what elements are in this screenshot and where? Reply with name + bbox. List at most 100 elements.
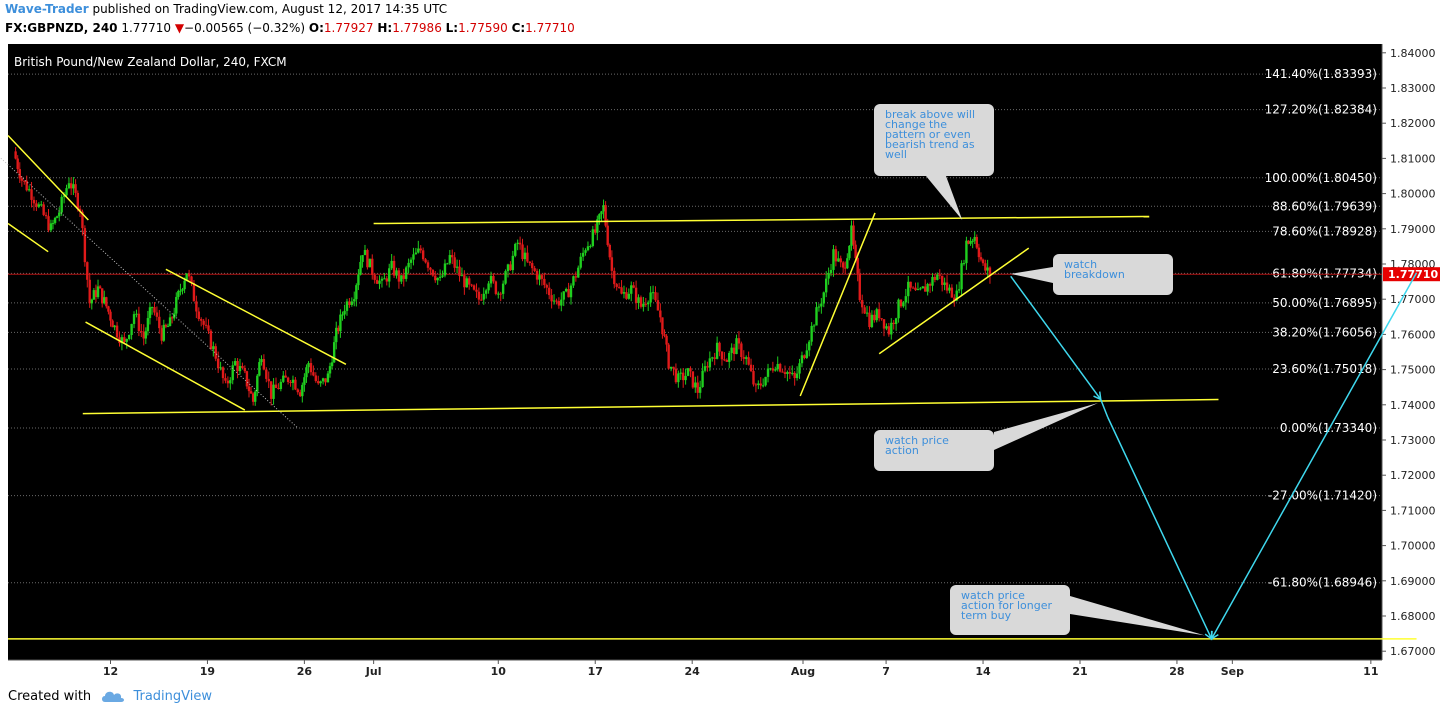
candle-body bbox=[355, 285, 358, 300]
candle-body bbox=[837, 258, 840, 262]
candle-body bbox=[357, 274, 360, 286]
candle-body bbox=[339, 314, 342, 332]
candle-body bbox=[221, 367, 225, 379]
candle-body bbox=[111, 320, 114, 328]
candle-body bbox=[907, 281, 910, 297]
publish-info: published on TradingView.com, August 12,… bbox=[92, 2, 448, 16]
candle-body bbox=[60, 196, 63, 213]
candle-body bbox=[330, 362, 334, 367]
x-tick-label: 24 bbox=[685, 665, 701, 678]
candle-body bbox=[868, 312, 871, 328]
candle-body bbox=[96, 286, 100, 298]
candle-body bbox=[691, 371, 695, 388]
candle-body bbox=[431, 269, 435, 276]
candle-body bbox=[484, 290, 488, 294]
candle-body bbox=[373, 274, 376, 280]
candle-body bbox=[552, 300, 556, 302]
candle-body bbox=[363, 250, 367, 256]
candle-body bbox=[521, 244, 524, 260]
candle-body bbox=[921, 286, 924, 289]
candle-body bbox=[477, 291, 481, 300]
candle-body bbox=[489, 275, 493, 284]
candle-body bbox=[55, 216, 59, 218]
candle-body bbox=[897, 299, 900, 319]
candle-body bbox=[262, 359, 266, 370]
candle-body bbox=[531, 263, 534, 269]
candle-body bbox=[945, 282, 949, 291]
y-tick-label: 1.68000 bbox=[1390, 610, 1436, 623]
candle-body bbox=[752, 371, 755, 385]
candle-body bbox=[550, 295, 553, 302]
price-change: −0.00565 (−0.32%) bbox=[184, 21, 306, 35]
close-value: 1.77710 bbox=[525, 21, 575, 35]
candle-body bbox=[429, 267, 432, 270]
tradingview-link[interactable]: TradingView bbox=[133, 689, 212, 704]
y-tick-label: 1.79000 bbox=[1390, 223, 1436, 236]
fib-level-label: 100.00%(1.80450) bbox=[1265, 171, 1377, 185]
callout-tail bbox=[926, 176, 963, 220]
candle-body bbox=[243, 367, 247, 372]
y-tick-label: 1.69000 bbox=[1390, 575, 1436, 588]
candle-body bbox=[219, 367, 222, 369]
candle-body bbox=[967, 240, 970, 244]
candle-body bbox=[663, 334, 666, 336]
candle-body bbox=[914, 287, 917, 291]
candle-body bbox=[749, 364, 753, 372]
candle-body bbox=[647, 302, 650, 305]
callout-break-above: break above will change the pattern or eve… bbox=[874, 104, 994, 220]
candle-body bbox=[465, 278, 468, 288]
x-tick-label: Jul bbox=[365, 665, 382, 678]
candle-body bbox=[911, 287, 915, 289]
candle-body bbox=[309, 363, 313, 373]
candle-body bbox=[328, 366, 332, 374]
candle-body bbox=[988, 267, 992, 277]
author-link[interactable]: Wave-Trader bbox=[5, 2, 89, 16]
candle-body bbox=[238, 366, 242, 372]
candle-body bbox=[296, 389, 300, 393]
candle-body bbox=[725, 360, 729, 362]
candle-body bbox=[659, 310, 662, 318]
candle-body bbox=[98, 286, 102, 289]
candle-body bbox=[506, 264, 510, 272]
candle-body bbox=[637, 297, 640, 304]
trendline-wedge-lower bbox=[85, 321, 246, 411]
time-axis bbox=[0, 660, 1440, 686]
candle-body bbox=[971, 240, 974, 242]
down-arrow-icon: ▼ bbox=[174, 21, 185, 35]
candle-body bbox=[397, 270, 401, 282]
candle-body bbox=[142, 331, 145, 339]
candle-body bbox=[528, 261, 531, 264]
y-tick-label: 1.81000 bbox=[1390, 152, 1436, 165]
y-tick-label: 1.83000 bbox=[1390, 82, 1436, 95]
candle-body bbox=[371, 258, 374, 275]
high-label: H: bbox=[377, 21, 393, 35]
footer: Created with TradingView bbox=[8, 689, 212, 704]
candle-body bbox=[385, 278, 388, 282]
candle-body bbox=[800, 355, 804, 364]
callout-box bbox=[874, 430, 994, 471]
candle-body bbox=[899, 299, 903, 307]
candle-body bbox=[669, 366, 673, 369]
candle-body bbox=[332, 342, 336, 363]
candle-body bbox=[781, 371, 784, 373]
candle-body bbox=[282, 375, 285, 382]
callout-line: change the bbox=[885, 118, 947, 131]
trendline-sharp-rally bbox=[799, 212, 876, 397]
candle-body bbox=[706, 366, 709, 368]
candle-body bbox=[854, 244, 857, 259]
symbol: FX:GBPNZD, 240 bbox=[5, 21, 118, 35]
candle-body bbox=[509, 264, 512, 271]
candle-body bbox=[848, 245, 851, 259]
candle-body bbox=[586, 246, 590, 251]
y-tick-label: 1.84000 bbox=[1390, 47, 1436, 60]
candle-body bbox=[557, 300, 561, 306]
candle-body bbox=[979, 257, 983, 260]
candle-body bbox=[824, 278, 828, 293]
trendline-top-gray-tangent bbox=[0, 156, 298, 429]
candle-body bbox=[92, 290, 96, 300]
candle-body bbox=[32, 199, 36, 204]
trendline-rising-support bbox=[878, 247, 1030, 355]
candle-body bbox=[757, 383, 760, 385]
candle-body bbox=[581, 252, 585, 257]
